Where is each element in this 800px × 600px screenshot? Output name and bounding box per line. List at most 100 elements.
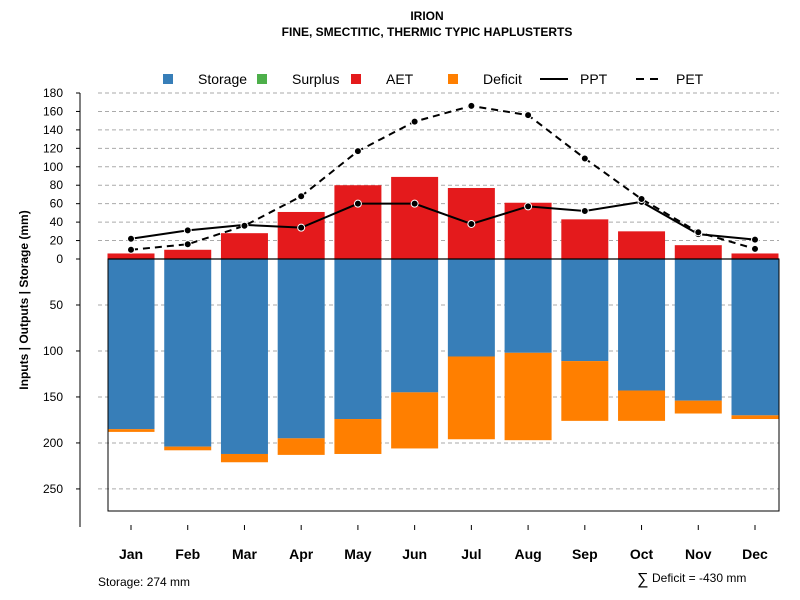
x-tick-label: Nov [685, 546, 712, 562]
x-tick-label: Sep [572, 546, 598, 562]
y-tick-label: 160 [43, 104, 63, 118]
pet-point [694, 228, 703, 237]
aet-bar [334, 185, 382, 259]
pet-point [127, 245, 135, 254]
deficit-bar [334, 419, 382, 454]
x-tick-label: Feb [175, 546, 200, 562]
ppt-point [467, 219, 476, 228]
deficit-annotation: Deficit = -430 mm [652, 571, 746, 585]
storage-annotation: Storage: 274 mm [98, 575, 190, 589]
ppt-point [751, 235, 759, 244]
deficit-bar [391, 392, 439, 449]
y-tick-label: 100 [43, 160, 63, 174]
x-tick-label: Dec [742, 546, 768, 562]
y-tick-label: 50 [50, 298, 64, 312]
aet-bar [561, 219, 609, 259]
pet-point [524, 111, 533, 120]
pet-point [467, 101, 476, 110]
legend-ppt-label: PPT [580, 71, 608, 87]
ppt-point [580, 207, 589, 216]
legend-surplus-label: Surplus [292, 71, 339, 87]
bars [107, 176, 779, 463]
aet-bar [277, 211, 325, 259]
deficit-bar [504, 352, 552, 441]
y-tick-label: 250 [43, 482, 63, 496]
storage-bar [504, 259, 552, 353]
x-tick-label: Apr [289, 546, 314, 562]
x-tick-label: Jul [461, 546, 481, 562]
ppt-line [130, 200, 756, 241]
deficit-bar [731, 415, 779, 420]
y-tick-label: 80 [50, 178, 64, 192]
deficit-bar [447, 356, 495, 440]
pet-line [130, 104, 756, 251]
ppt-point [183, 226, 192, 235]
pet-point [580, 154, 589, 163]
legend-storage-label: Storage [198, 71, 247, 87]
aet-bar [391, 176, 439, 259]
legend: Storage Surplus AET Deficit PPT PET [163, 71, 704, 87]
y-tick-label: 140 [43, 123, 63, 137]
y-axis-label: Inputs | Outputs | Storage (mm) [17, 210, 31, 389]
ppt-point [127, 234, 135, 243]
deficit-bar [674, 400, 722, 414]
storage-bar [277, 259, 325, 439]
storage-bar [220, 259, 268, 454]
legend-deficit-label: Deficit [483, 71, 522, 87]
pet-point [410, 117, 419, 126]
pet-point [297, 192, 306, 201]
deficit-bar [277, 438, 325, 455]
lines [127, 101, 759, 254]
deficit-sum-symbol: ∑ [637, 571, 648, 588]
deficit-bar [107, 429, 155, 432]
y-tick-label: 40 [50, 215, 64, 229]
storage-bar [618, 259, 666, 391]
storage-bar [561, 259, 609, 362]
legend-surplus-swatch [257, 74, 267, 84]
legend-aet-swatch [351, 74, 361, 84]
aet-bar [674, 245, 722, 259]
pet-point [240, 221, 249, 230]
pet-point [353, 147, 362, 156]
storage-bar [447, 259, 495, 357]
aet-bar [618, 231, 666, 259]
y-tick-label: 60 [50, 197, 64, 211]
storage-bar [674, 259, 722, 401]
aet-bar [107, 253, 155, 259]
aet-bar [164, 249, 212, 259]
x-tick-label: Mar [232, 546, 257, 562]
aet-bar [220, 233, 268, 259]
axes: 0 20 40 60 80 100 120 140 160 180 50 100 150 200 250 Ja… [43, 86, 780, 562]
storage-bar [164, 259, 212, 447]
deficit-bar [561, 361, 609, 421]
ppt-point [297, 223, 306, 232]
deficit-bar [164, 446, 212, 451]
y-tick-label: 180 [43, 86, 63, 100]
x-tick-label: Oct [630, 546, 654, 562]
ppt-point [410, 199, 419, 208]
deficit-bar [220, 453, 268, 463]
chart-title: IRION [410, 9, 443, 23]
legend-pet-label: PET [676, 71, 704, 87]
legend-aet-label: AET [386, 71, 414, 87]
pet-point [751, 244, 759, 253]
legend-storage-swatch [163, 74, 173, 84]
x-tick-label: Aug [514, 546, 541, 562]
legend-deficit-swatch [448, 74, 458, 84]
gridlines [98, 92, 779, 490]
x-tick-label: May [344, 546, 371, 562]
ppt-point [353, 199, 362, 208]
storage-bar [391, 259, 439, 393]
storage-bar [731, 259, 779, 416]
chart-subtitle: FINE, SMECTITIC, THERMIC TYPIC HAPLUSTER… [282, 25, 573, 39]
storage-bar [107, 259, 155, 430]
aet-bar [731, 253, 779, 259]
x-tick-label: Jun [402, 546, 427, 562]
y-tick-label: 20 [50, 234, 64, 248]
deficit-bar [618, 390, 666, 421]
y-tick-label: 0 [56, 252, 63, 266]
y-tick-label: 100 [43, 344, 63, 358]
ppt-point [524, 202, 533, 211]
x-tick-label: Jan [119, 546, 143, 562]
